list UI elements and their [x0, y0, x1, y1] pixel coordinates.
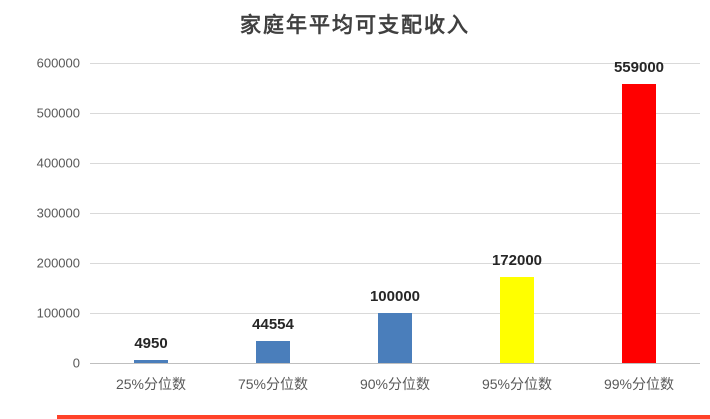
gridline: [90, 63, 700, 64]
x-axis-category-label: 75%分位数: [237, 376, 309, 392]
bar-value-label: 172000: [491, 252, 543, 269]
y-axis-tick-label: 400000: [36, 155, 80, 171]
bar-value-label: 100000: [369, 288, 421, 305]
gridline: [90, 113, 700, 114]
bar-value-label: 44554: [252, 315, 294, 333]
x-axis-line: [90, 363, 700, 364]
y-axis-tick-label: 500000: [36, 105, 80, 121]
bar-p99: [622, 83, 656, 363]
y-axis-tick-label: 100000: [36, 305, 80, 321]
chart-title: 家庭年平均可支配收入: [240, 14, 470, 37]
bar-p95: [500, 277, 534, 363]
bar-value-label: 4950: [134, 335, 168, 352]
y-axis-tick-label: 600000: [36, 55, 80, 71]
x-axis-category-label: 25%分位数: [115, 376, 187, 392]
bottom-red-strip: [57, 415, 710, 419]
x-axis-category-label: 99%分位数: [603, 376, 675, 392]
bar-p75: [256, 340, 290, 363]
y-axis-tick-label: 200000: [36, 255, 80, 271]
x-axis-category-label: 95%分位数: [481, 376, 553, 392]
bar-value-label: 559000: [613, 58, 665, 76]
y-axis-tick-label: 300000: [36, 205, 80, 221]
bar-p90: [378, 313, 412, 363]
y-axis-tick-label: 0: [72, 355, 80, 371]
gridline: [90, 263, 700, 264]
gridline: [90, 213, 700, 214]
gridline: [90, 163, 700, 164]
bar-p25: [134, 360, 168, 363]
x-axis-category-label: 90%分位数: [359, 376, 431, 392]
